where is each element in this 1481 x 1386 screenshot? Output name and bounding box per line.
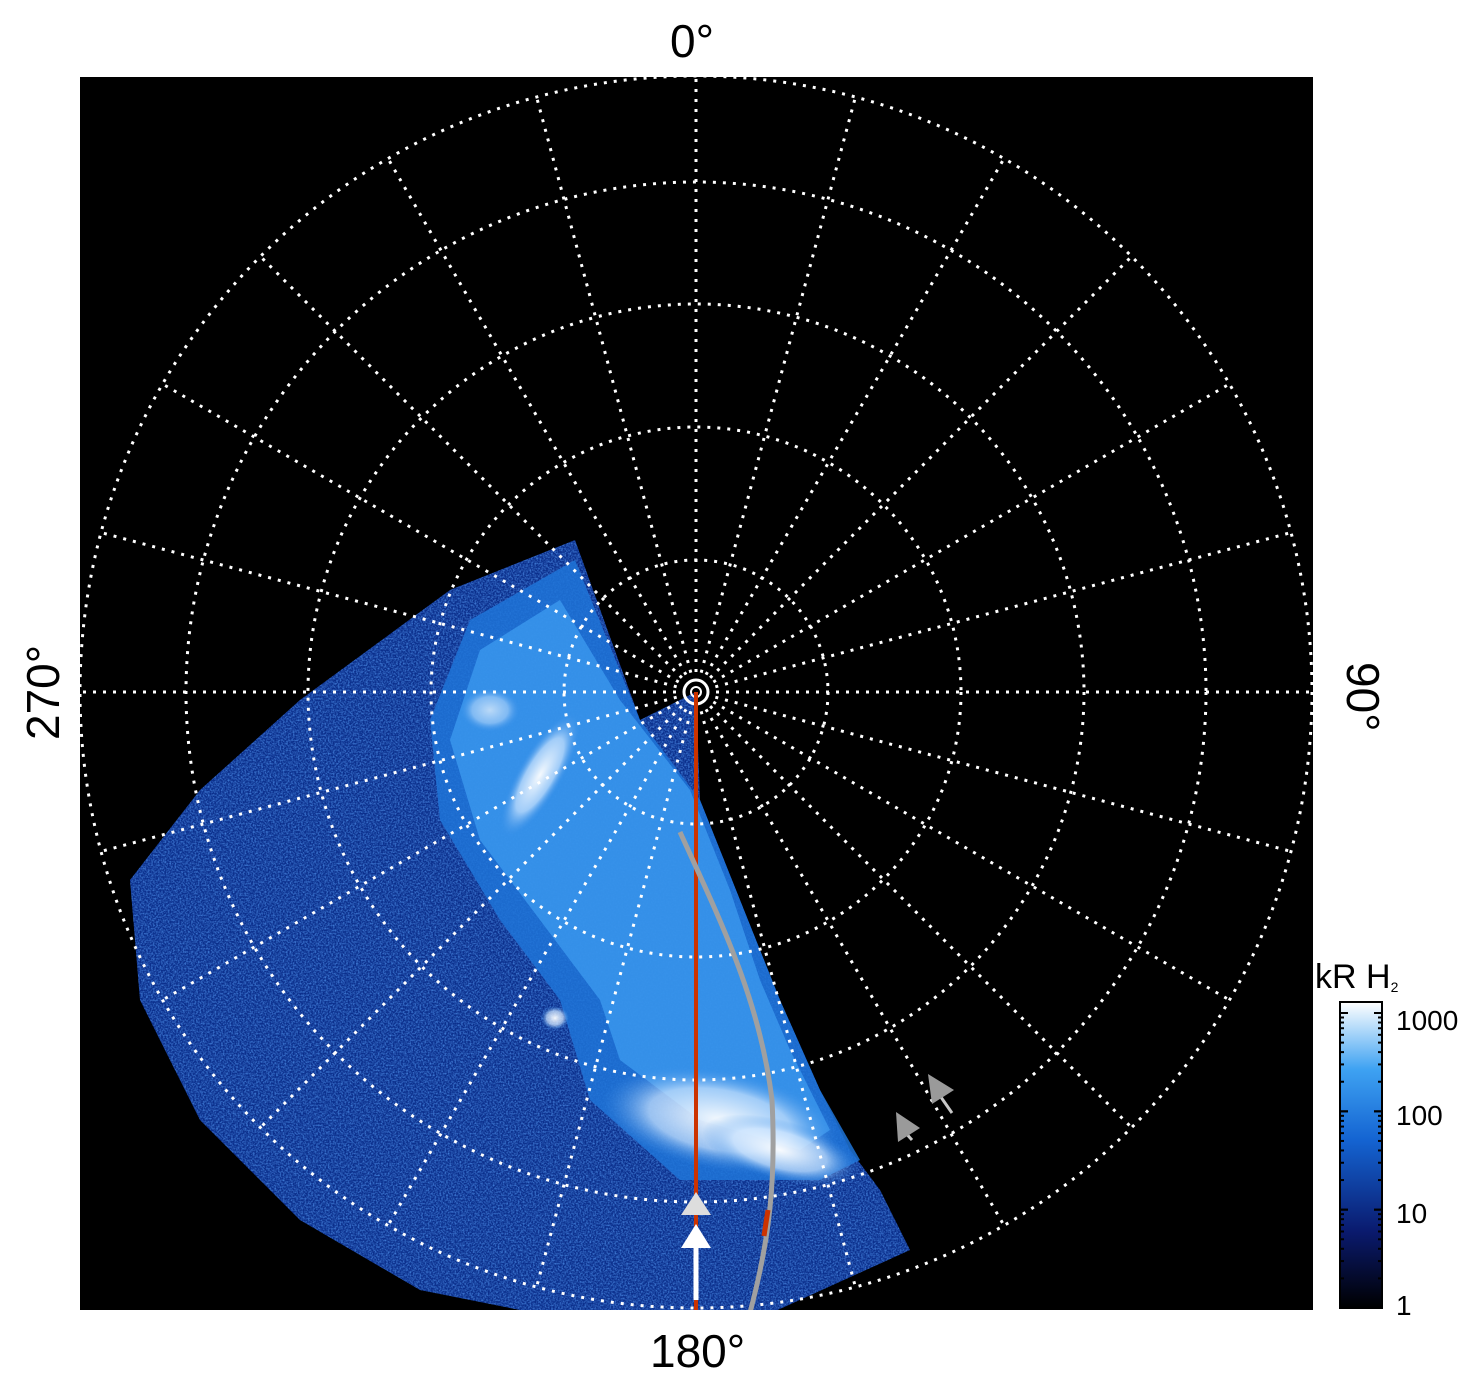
angle-label-90: 90°: [1337, 662, 1389, 732]
angle-label-180: 180°: [650, 1325, 746, 1377]
colorbar-tick-1: 1: [1396, 1290, 1412, 1321]
colorbar: [1339, 1001, 1383, 1309]
gray-pointer-arrow-1: [928, 1074, 954, 1114]
colorbar-title: kR H2: [1315, 958, 1399, 996]
angle-label-270: 270°: [17, 644, 69, 740]
gray-track-red-segment: [761, 1209, 771, 1237]
track-arrow-upper: [681, 1192, 711, 1215]
colorbar-tick-100: 100: [1396, 1100, 1443, 1131]
gray-pointer-arrow-2: [896, 1112, 920, 1142]
track-arrow-lower: [681, 1224, 711, 1248]
aurora-emission-region: [130, 540, 910, 1310]
colorbar-tick-1000: 1000: [1396, 1005, 1459, 1036]
colorbar-tick-10: 10: [1396, 1198, 1428, 1229]
angle-label-0: 0°: [670, 15, 714, 67]
gray-track-curve: [677, 830, 776, 1310]
